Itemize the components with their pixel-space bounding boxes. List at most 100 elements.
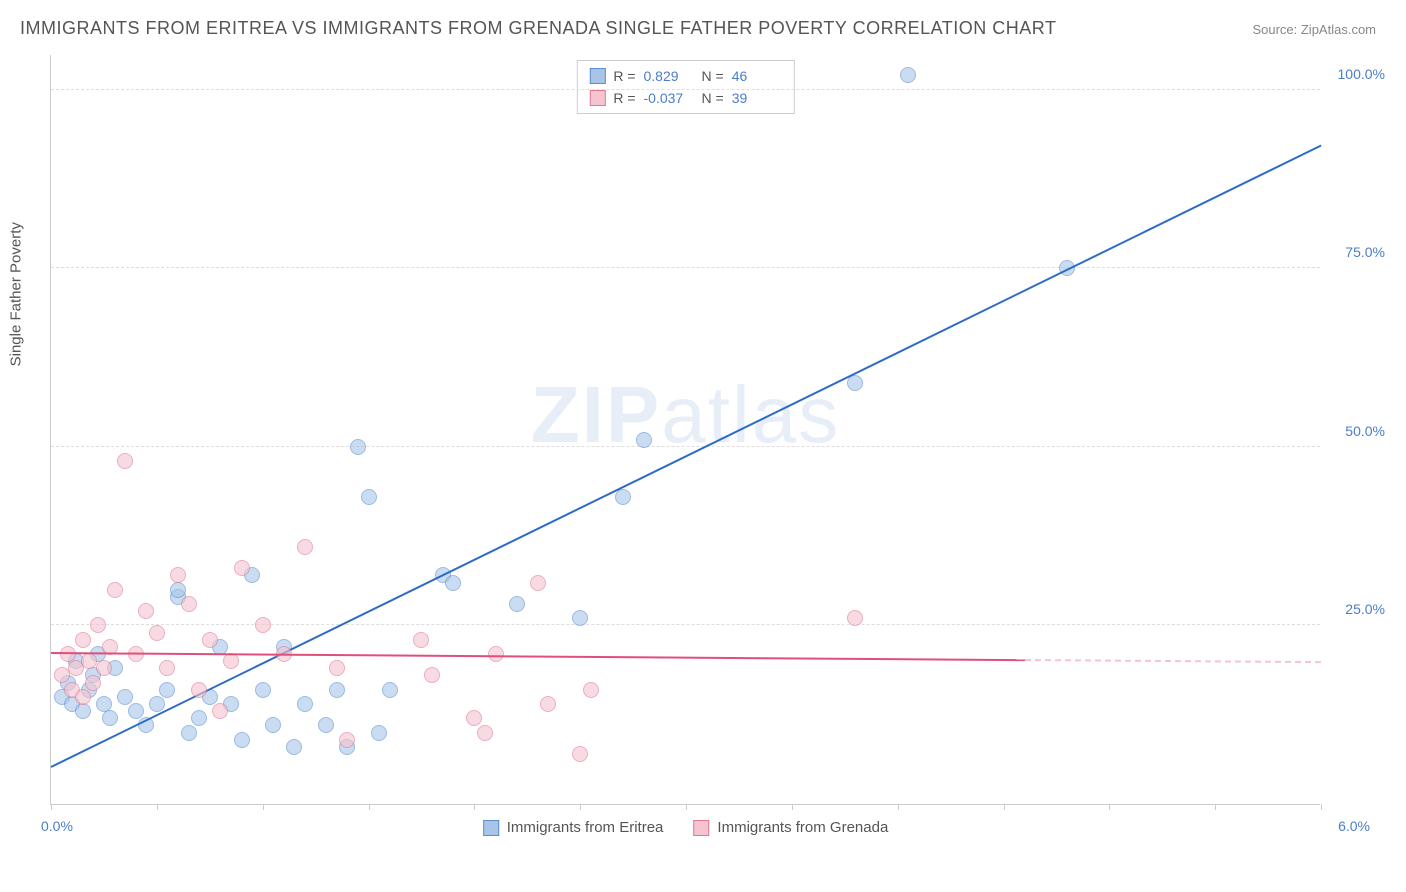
scatter-point	[488, 646, 504, 662]
n-value-eritrea: 46	[732, 65, 782, 87]
scatter-point	[413, 632, 429, 648]
y-tick-label: 100.0%	[1338, 66, 1385, 82]
legend-label-eritrea: Immigrants from Eritrea	[507, 819, 664, 836]
stats-row-grenada: R = -0.037 N = 39	[589, 87, 781, 109]
scatter-point	[191, 682, 207, 698]
scatter-point	[583, 682, 599, 698]
x-tick	[686, 804, 687, 810]
scatter-point	[234, 732, 250, 748]
r-label: R =	[613, 65, 635, 87]
gridline	[51, 446, 1320, 447]
scatter-point	[350, 439, 366, 455]
x-tick	[580, 804, 581, 810]
x-axis-max-label: 6.0%	[1338, 818, 1370, 834]
scatter-point	[159, 682, 175, 698]
scatter-point	[85, 675, 101, 691]
scatter-point	[371, 725, 387, 741]
scatter-point	[212, 703, 228, 719]
scatter-point	[900, 67, 916, 83]
scatter-point	[191, 710, 207, 726]
trend-line	[1025, 659, 1321, 663]
scatter-point	[75, 703, 91, 719]
scatter-point	[540, 696, 556, 712]
scatter-point	[636, 432, 652, 448]
scatter-point	[265, 717, 281, 733]
x-tick	[263, 804, 264, 810]
stats-legend-box: R = 0.829 N = 46 R = -0.037 N = 39	[576, 60, 794, 114]
scatter-point	[75, 632, 91, 648]
trend-line	[51, 652, 1025, 661]
n-label: N =	[702, 87, 724, 109]
y-tick-label: 25.0%	[1345, 601, 1385, 617]
x-tick	[1215, 804, 1216, 810]
scatter-point	[445, 575, 461, 591]
swatch-eritrea	[589, 68, 605, 84]
r-value-eritrea: 0.829	[644, 65, 694, 87]
scatter-point	[297, 539, 313, 555]
scatter-point	[75, 689, 91, 705]
scatter-point	[382, 682, 398, 698]
scatter-point	[297, 696, 313, 712]
scatter-point	[202, 632, 218, 648]
gridline	[51, 89, 1320, 90]
bottom-legend: Immigrants from Eritrea Immigrants from …	[483, 819, 889, 836]
scatter-point	[107, 582, 123, 598]
x-tick	[1321, 804, 1322, 810]
scatter-point	[117, 689, 133, 705]
scatter-point	[255, 682, 271, 698]
r-value-grenada: -0.037	[644, 87, 694, 109]
n-label: N =	[702, 65, 724, 87]
scatter-point	[90, 617, 106, 633]
legend-item-eritrea: Immigrants from Eritrea	[483, 819, 664, 836]
scatter-point	[329, 660, 345, 676]
scatter-point	[128, 703, 144, 719]
scatter-point	[170, 582, 186, 598]
source-label: Source: ZipAtlas.com	[1252, 22, 1376, 37]
scatter-point	[234, 560, 250, 576]
scatter-point	[181, 725, 197, 741]
x-tick	[792, 804, 793, 810]
scatter-point	[54, 667, 70, 683]
scatter-point	[615, 489, 631, 505]
gridline	[51, 267, 1320, 268]
scatter-point	[181, 596, 197, 612]
swatch-grenada-icon	[693, 820, 709, 836]
trend-line	[51, 145, 1322, 768]
scatter-point	[572, 746, 588, 762]
scatter-point	[255, 617, 271, 633]
chart-title: IMMIGRANTS FROM ERITREA VS IMMIGRANTS FR…	[20, 18, 1056, 39]
scatter-point	[138, 603, 154, 619]
x-tick	[51, 804, 52, 810]
n-value-grenada: 39	[732, 87, 782, 109]
legend-label-grenada: Immigrants from Grenada	[717, 819, 888, 836]
scatter-point	[149, 625, 165, 641]
scatter-point	[286, 739, 302, 755]
swatch-grenada	[589, 90, 605, 106]
scatter-point	[318, 717, 334, 733]
x-tick	[1004, 804, 1005, 810]
x-tick	[474, 804, 475, 810]
x-tick	[898, 804, 899, 810]
scatter-point	[509, 596, 525, 612]
x-tick	[157, 804, 158, 810]
scatter-point	[329, 682, 345, 698]
scatter-point	[117, 453, 133, 469]
y-axis-title: Single Father Poverty	[8, 222, 25, 366]
swatch-eritrea-icon	[483, 820, 499, 836]
legend-item-grenada: Immigrants from Grenada	[693, 819, 888, 836]
chart-plot-area: Single Father Poverty ZIPatlas R = 0.829…	[50, 55, 1320, 805]
scatter-point	[530, 575, 546, 591]
scatter-point	[339, 732, 355, 748]
stats-row-eritrea: R = 0.829 N = 46	[589, 65, 781, 87]
scatter-point	[96, 660, 112, 676]
y-tick-label: 75.0%	[1345, 244, 1385, 260]
scatter-point	[847, 610, 863, 626]
scatter-point	[477, 725, 493, 741]
scatter-point	[149, 696, 165, 712]
x-tick	[1109, 804, 1110, 810]
scatter-point	[572, 610, 588, 626]
y-tick-label: 50.0%	[1345, 423, 1385, 439]
scatter-point	[170, 567, 186, 583]
scatter-point	[81, 653, 97, 669]
r-label: R =	[613, 87, 635, 109]
